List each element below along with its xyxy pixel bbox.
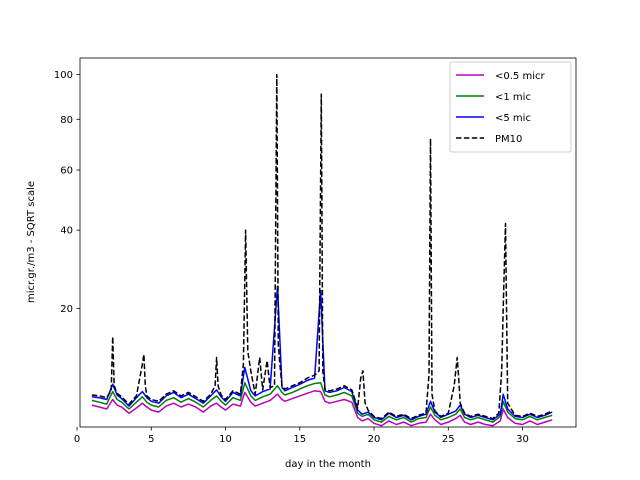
- y-tick-label-1: 40: [60, 226, 73, 237]
- series-line-1: [91, 381, 553, 423]
- legend-box: [449, 61, 572, 153]
- x-tick-label-4: 20: [368, 434, 381, 445]
- x-axis-label: day in the month: [285, 459, 371, 470]
- y-axis: 20 40 60 80 100: [54, 70, 80, 315]
- y-tick-label-2: 60: [60, 165, 73, 176]
- x-tick-label-6: 30: [516, 434, 529, 445]
- x-tick-label-3: 15: [293, 434, 306, 445]
- series-line-2: [91, 285, 553, 421]
- y-tick-label-4: 100: [54, 70, 73, 81]
- x-tick-label-1: 5: [148, 434, 154, 445]
- series-line-0: [91, 390, 553, 427]
- y-tick-label-0: 20: [60, 304, 73, 315]
- legend-label-1: <1 mic: [495, 92, 531, 103]
- x-tick-label-5: 25: [442, 434, 455, 445]
- x-tick-label-2: 10: [219, 434, 232, 445]
- series-line-3: [91, 73, 553, 420]
- plot-frame: [79, 57, 577, 428]
- series-layer: [91, 73, 553, 427]
- legend-label-0: <0.5 micr: [495, 71, 545, 82]
- legend-label-3: PM10: [495, 134, 522, 145]
- x-tick-label-0: 0: [74, 434, 80, 445]
- legend-label-2: <5 mic: [495, 113, 531, 124]
- y-axis-label: micr.gr./m3 - SQRT scale: [26, 181, 37, 303]
- legend: <0.5 micr <1 mic <5 mic PM10: [449, 61, 572, 153]
- y-tick-label-3: 80: [60, 115, 73, 126]
- x-axis: 0 5 10 15 20 25 30: [74, 427, 529, 445]
